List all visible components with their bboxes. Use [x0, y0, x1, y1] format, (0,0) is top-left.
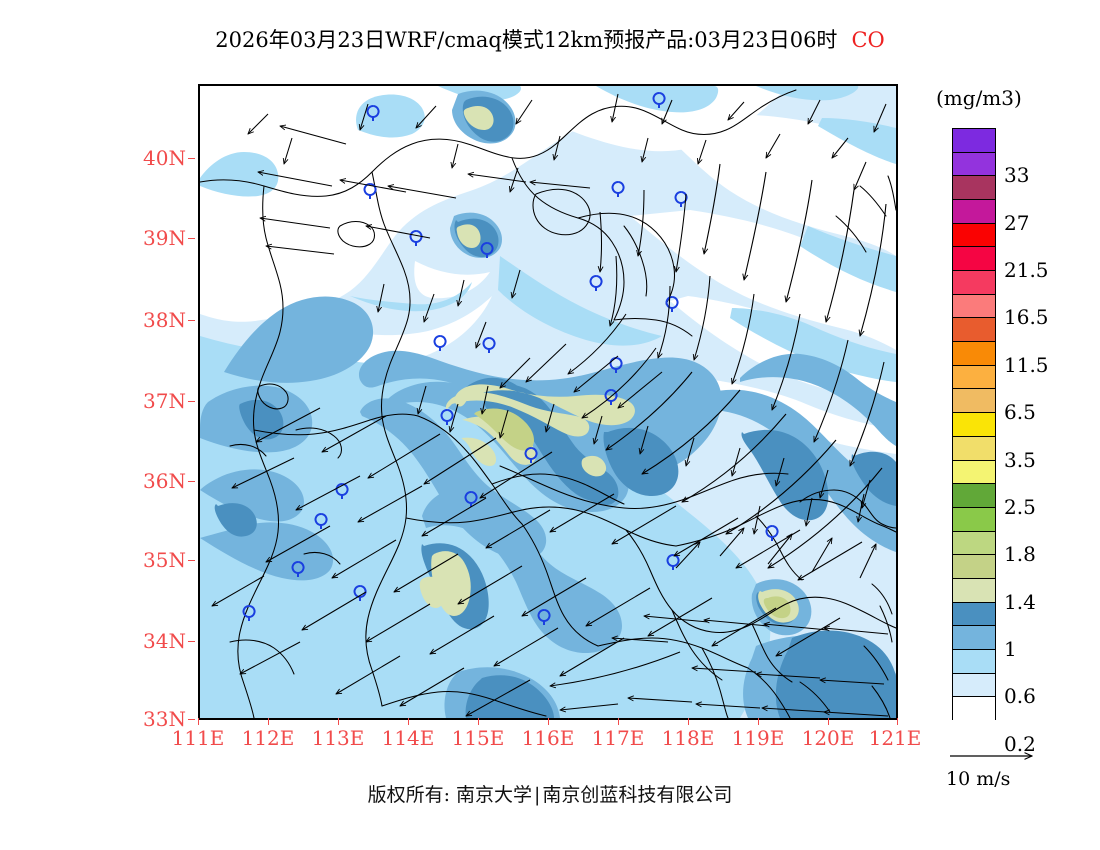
colorbar-tick-6.5: 6.5 [1004, 400, 1036, 425]
colorbar-band-24 [953, 697, 995, 721]
map-plot-area[interactable] [198, 84, 898, 720]
colorbar-band-15 [953, 484, 995, 508]
x-tick [198, 718, 199, 725]
colorbar-band-10 [953, 365, 995, 390]
x-tick [828, 718, 829, 725]
y-axis-label-39N: 39N [143, 226, 186, 250]
y-axis-label-35N: 35N [143, 548, 186, 572]
colorbar [952, 128, 996, 721]
colorbar-tick-0.2: 0.2 [1004, 731, 1036, 756]
x-tick [478, 718, 479, 725]
colorbar-band-21 [953, 626, 995, 650]
x-axis-label-111E: 111E [171, 726, 225, 750]
x-axis-label-113E: 113E [311, 726, 365, 750]
x-tick [688, 718, 689, 725]
colorbar-unit-label: (mg/m3) [936, 86, 1022, 110]
wind-scale-label: 10 m/s [946, 768, 1011, 790]
colorbar-tick-27: 27 [1004, 210, 1030, 235]
colorbar-tick-21.5: 21.5 [1004, 258, 1049, 283]
x-tick [338, 718, 339, 725]
colorbar-band-23 [953, 673, 995, 698]
y-tick [188, 719, 195, 720]
x-axis-label-120E: 120E [801, 726, 855, 750]
colorbar-band-18 [953, 555, 995, 579]
y-tick [188, 238, 195, 239]
colorbar-band-4 [953, 223, 995, 248]
colorbar-tick-2.5: 2.5 [1004, 494, 1036, 519]
wind-arrow-icon [950, 748, 1056, 770]
colorbar-band-8 [953, 318, 995, 343]
footer-separator: | [534, 784, 541, 806]
colorbar-band-0 [953, 129, 995, 153]
x-axis-label-112E: 112E [241, 726, 295, 750]
y-tick [188, 481, 195, 482]
colorbar-tick-3.5: 3.5 [1004, 447, 1036, 472]
footer-copyright-text: 版权所有: 南京大学 [367, 784, 533, 806]
y-axis-label-33N: 33N [143, 707, 186, 731]
x-axis-label-114E: 114E [381, 726, 435, 750]
y-tick [188, 320, 195, 321]
administrative-boundaries [200, 89, 896, 718]
wind-scale-key: 10 m/s [946, 748, 1096, 796]
colorbar-band-22 [953, 649, 995, 674]
colorbar-tick-1.4: 1.4 [1004, 589, 1036, 614]
colorbar-band-20 [953, 602, 995, 627]
x-tick [548, 718, 549, 725]
colorbar-tick-1.8: 1.8 [1004, 542, 1036, 567]
y-tick [188, 641, 195, 642]
colorbar-band-19 [953, 578, 995, 603]
y-tick [188, 560, 195, 561]
colorbar-band-17 [953, 531, 995, 556]
x-axis-label-121E: 121E [868, 726, 922, 750]
footer-copyright: 版权所有: 南京大学 | 南京创蓝科技有限公司 [0, 780, 1100, 807]
colorbar-band-11 [953, 389, 995, 414]
wind-vector-field [212, 93, 889, 716]
y-axis-label-37N: 37N [143, 389, 186, 413]
colorbar-band-7 [953, 294, 995, 319]
page-title: 2026年03月23日WRF/cmaq模式12km预报产品:03月23日06时 C… [0, 24, 1100, 54]
y-axis-label-34N: 34N [143, 629, 186, 653]
colorbar-tick-1: 1 [1004, 636, 1017, 661]
x-tick [268, 718, 269, 725]
colorbar-band-6 [953, 271, 995, 295]
y-tick [188, 401, 195, 402]
colorbar-band-16 [953, 507, 995, 532]
x-axis-label-117E: 117E [591, 726, 645, 750]
colorbar-band-12 [953, 413, 995, 437]
map-svg [200, 86, 896, 718]
city-station-markers [242, 92, 779, 625]
footer-company-text: 南京创蓝科技有限公司 [542, 784, 733, 806]
x-axis-label-119E: 119E [731, 726, 785, 750]
page-title-text: 2026年03月23日WRF/cmaq模式12km预报产品:03月23日06时 [215, 28, 838, 52]
x-axis-label-116E: 116E [521, 726, 575, 750]
colorbar-band-1 [953, 152, 995, 177]
colorbar-tick-16.5: 16.5 [1004, 305, 1049, 330]
colorbar-tick-11.5: 11.5 [1004, 352, 1049, 377]
y-axis-label-36N: 36N [143, 469, 186, 493]
y-tick [188, 158, 195, 159]
colorbar-band-9 [953, 342, 995, 366]
colorbar-band-13 [953, 436, 995, 461]
y-axis-label-38N: 38N [143, 308, 186, 332]
x-tick [408, 718, 409, 725]
colorbar-band-14 [953, 460, 995, 485]
x-tick [897, 718, 898, 725]
x-tick [618, 718, 619, 725]
x-axis-label-115E: 115E [451, 726, 505, 750]
colorbar-band-2 [953, 176, 995, 201]
colorbar-tick-33: 33 [1004, 163, 1030, 188]
colorbar-band-3 [953, 200, 995, 224]
x-tick [758, 718, 759, 725]
colorbar-tick-0.6: 0.6 [1004, 684, 1036, 709]
map-canvas [200, 86, 896, 718]
y-axis-label-40N: 40N [143, 146, 186, 170]
pollutant-label: CO [851, 28, 885, 52]
x-axis-label-118E: 118E [661, 726, 715, 750]
colorbar-band-5 [953, 247, 995, 272]
